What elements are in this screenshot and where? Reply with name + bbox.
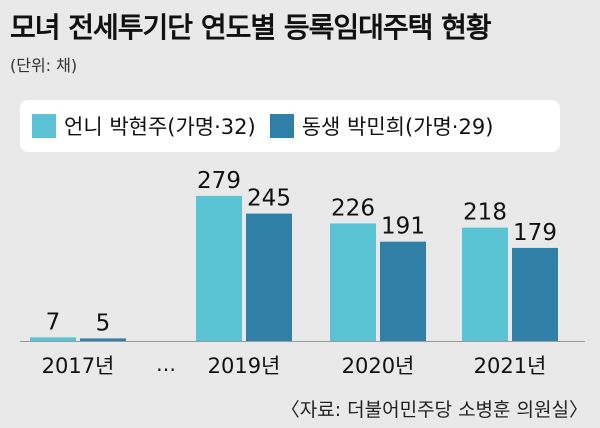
bar-s1-0	[30, 337, 76, 341]
source-note: 〈자료: 더불어민주당 소병훈 의원실〉	[280, 399, 588, 421]
bar-s2-0	[80, 338, 126, 341]
chart-title: 모녀 전세투기단 연도별 등록임대주택 현황	[10, 11, 492, 44]
value-label-s2-1: 245	[247, 186, 291, 212]
bar-s1-2	[330, 223, 376, 341]
ellipsis-label: …	[156, 352, 176, 376]
legend-label-series1: 언니 박현주(가명·32)	[64, 115, 256, 139]
bar-s1-3	[462, 227, 508, 341]
bar-s2-1	[246, 213, 292, 341]
legend-item-series2: 동생 박민희(가명·29)	[269, 111, 494, 141]
bar-s1-1	[196, 195, 242, 341]
category-label-2: 2020년	[342, 354, 415, 378]
value-label-s2-3: 179	[513, 220, 557, 246]
bar-s2-2	[380, 241, 426, 341]
legend: 언니 박현주(가명·32) 동생 박민희(가명·29)	[20, 100, 560, 152]
value-label-s2-0: 5	[96, 310, 111, 336]
category-label-1: 2019년	[208, 354, 281, 378]
legend-swatch-series2	[269, 114, 294, 138]
value-label-s2-2: 191	[381, 214, 425, 240]
value-label-s1-2: 226	[331, 195, 375, 221]
bar-s2-3	[512, 247, 558, 341]
unit-label: (단위: 채)	[10, 56, 78, 75]
category-label-3: 2021년	[474, 354, 547, 378]
value-label-s1-1: 279	[197, 168, 241, 194]
value-label-s1-3: 218	[463, 200, 507, 226]
legend-label-series2: 동생 박민희(가명·29)	[301, 115, 494, 139]
legend-swatch-series1	[32, 114, 56, 138]
value-label-s1-0: 7	[46, 309, 61, 335]
category-label-0: 2017년	[42, 354, 115, 378]
legend-item-series1: 언니 박현주(가명·32)	[32, 111, 256, 141]
